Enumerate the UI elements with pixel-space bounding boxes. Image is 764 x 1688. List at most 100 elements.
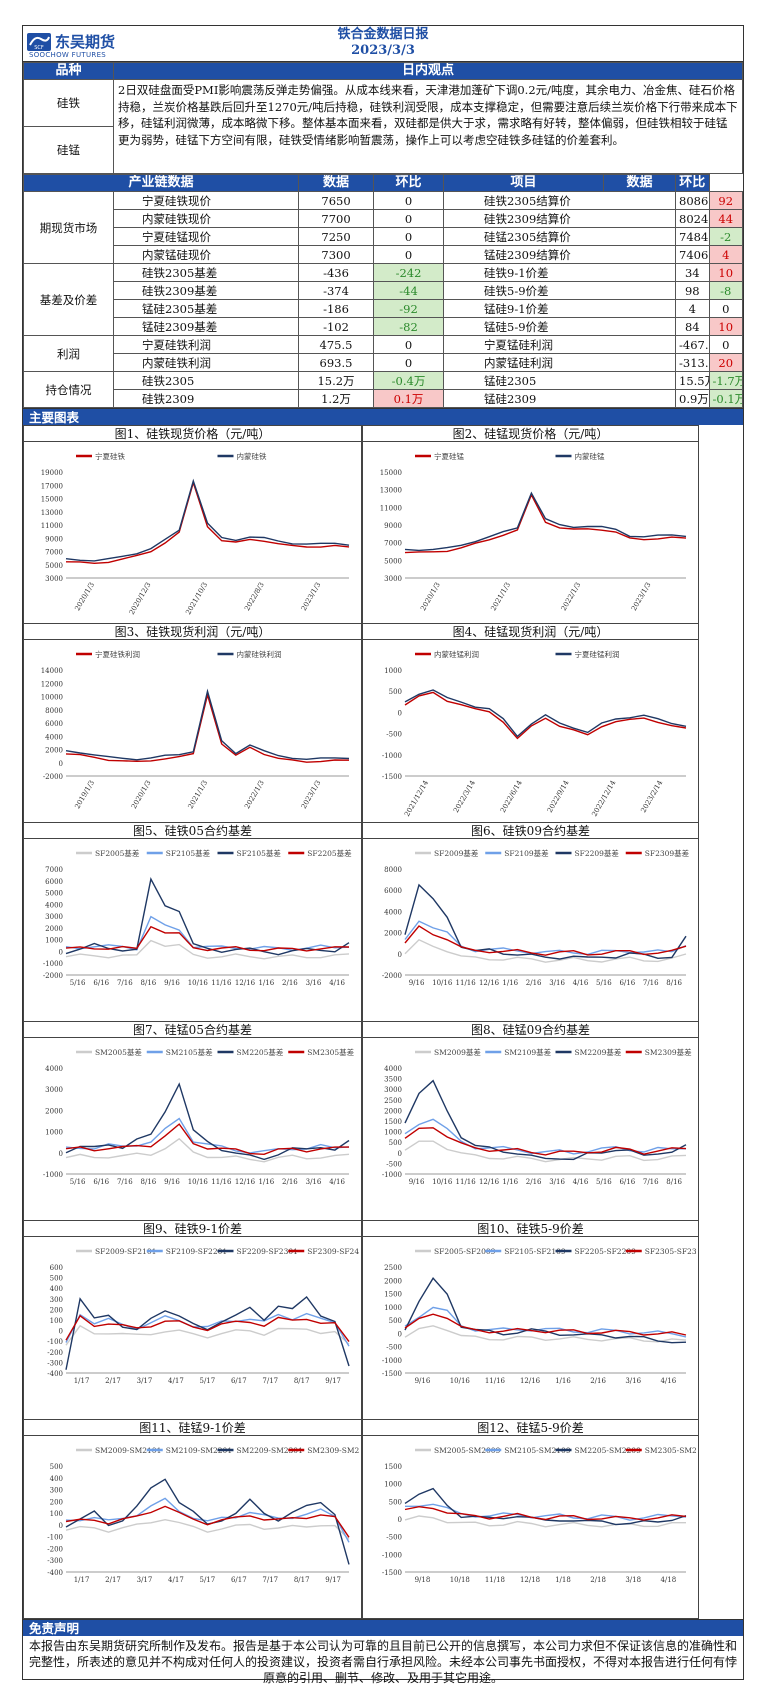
x-tick-label: 10/16 bbox=[188, 1178, 209, 1186]
item-value: -102 bbox=[298, 317, 375, 336]
series-line bbox=[65, 1478, 350, 1565]
chart-title: 图2、硅锰现货价格（元/吨） bbox=[363, 426, 698, 442]
chart-svg: SF2005-SF2009 SF2105-SF2109 SF2205-SF2209 S… bbox=[382, 1247, 696, 1385]
x-tick-label: 2/17 bbox=[105, 1377, 121, 1385]
item2-change: 20 bbox=[708, 353, 743, 372]
y-tick-label: 4000 bbox=[384, 908, 402, 916]
x-tick-label: 2/16 bbox=[526, 1178, 542, 1186]
y-tick-label: 19000 bbox=[41, 469, 63, 477]
x-tick-label: 2/16 bbox=[282, 1178, 298, 1186]
x-tick-label: 11/16 bbox=[456, 1178, 477, 1186]
item2-value: 7406 bbox=[675, 245, 710, 264]
legend-label: SF2109基差 bbox=[504, 848, 549, 858]
series-line bbox=[65, 1314, 350, 1343]
item2-name: 硅铁2309结算价 bbox=[443, 209, 677, 228]
x-tick-label: 2/16 bbox=[282, 979, 298, 987]
x-tick-label: 6/16 bbox=[619, 979, 635, 987]
table-row: 内蒙锰硅现价 7300 0 锰硅2309结算价 7406 4 bbox=[24, 245, 743, 264]
y-tick-label: 3000 bbox=[384, 575, 402, 583]
th-change: 环比 bbox=[373, 174, 445, 192]
x-tick-label: 11/16 bbox=[485, 1377, 506, 1385]
item2-name: 硅铁9-1价差 bbox=[443, 263, 677, 282]
item-change: -44 bbox=[373, 281, 445, 300]
item2-change: 0 bbox=[708, 335, 743, 354]
x-tick-label: 10/18 bbox=[450, 1576, 470, 1584]
x-tick-label: 1/17 bbox=[74, 1576, 90, 1584]
chart-title: 图4、硅锰现货利润（元/吨） bbox=[363, 624, 698, 640]
x-tick-label: 9/16 bbox=[164, 979, 180, 987]
series-line bbox=[65, 1505, 350, 1538]
logo-en: SOOCHOW FUTURES bbox=[29, 51, 107, 59]
y-tick-label: 13000 bbox=[41, 509, 63, 517]
x-tick-label: 4/16 bbox=[573, 1178, 589, 1186]
legend-label: SM2209-SM2301 bbox=[237, 1446, 303, 1455]
y-tick-label: 3500 bbox=[384, 1076, 402, 1084]
item-value: -436 bbox=[298, 263, 375, 282]
y-tick-label: -1000 bbox=[43, 960, 63, 968]
legend-label: SM2009-SM2101 bbox=[95, 1446, 161, 1455]
legend-label: 内蒙硅锰 bbox=[575, 451, 605, 461]
y-tick-label: 14000 bbox=[41, 667, 63, 675]
x-tick-label: 12/16 bbox=[235, 979, 256, 987]
y-tick-label: 400 bbox=[50, 1475, 63, 1483]
x-tick-label: 9/16 bbox=[409, 1178, 425, 1186]
y-tick-label: 8000 bbox=[45, 707, 63, 715]
y-tick-label: -100 bbox=[47, 1338, 63, 1346]
legend-label: SM2305-SM2309 bbox=[645, 1446, 696, 1455]
y-tick-label: -2000 bbox=[382, 972, 402, 980]
x-tick-label: 7/16 bbox=[643, 1178, 659, 1186]
item-name: 内蒙硅铁利润 bbox=[112, 353, 300, 372]
x-tick-label: 1/17 bbox=[74, 1377, 90, 1385]
group-label: 基差及价差 bbox=[23, 263, 114, 336]
chart-panel: 图12、硅锰5-9价差 SM2005-SM2009 SM2105-SM2109 SM2… bbox=[362, 1420, 699, 1619]
x-tick-label: 2023/1/3 bbox=[630, 581, 653, 612]
item-change: -0.4万 bbox=[373, 371, 445, 390]
y-tick-label: 3000 bbox=[45, 1086, 63, 1094]
x-tick-label: 10/16 bbox=[432, 979, 453, 987]
item2-value: 98 bbox=[675, 281, 710, 300]
y-tick-label: -500 bbox=[386, 731, 402, 739]
table-row: 硅铁2309基差 -374 -44 硅铁5-9价差 98 -8 bbox=[24, 281, 743, 300]
legend-label: SF2205-SF2209 bbox=[575, 1247, 637, 1256]
x-tick-label: 5/17 bbox=[200, 1576, 216, 1584]
y-tick-label: 1000 bbox=[45, 937, 63, 945]
item2-change: 4 bbox=[708, 245, 743, 264]
y-tick-label: -1000 bbox=[382, 1551, 402, 1559]
y-tick-label: 500 bbox=[50, 1463, 63, 1471]
legend-label: 宁夏硅铁 bbox=[95, 451, 125, 461]
series-line bbox=[65, 939, 350, 960]
item2-value: 34 bbox=[675, 263, 710, 282]
chart-title: 图6、硅铁09合约基差 bbox=[363, 823, 698, 839]
y-tick-label: 13000 bbox=[380, 487, 402, 495]
x-tick-label: 7/16 bbox=[117, 1178, 133, 1186]
legend-label: SM2309-SM2401 bbox=[307, 1446, 359, 1455]
chart-panel: 图11、硅锰9-1价差 SM2009-SM2101 SM2109-SM2201 SM2… bbox=[23, 1420, 362, 1619]
th-chain: 产业链数据 bbox=[22, 174, 300, 192]
report-date: 2023/3/3 bbox=[351, 43, 415, 58]
series-line bbox=[404, 691, 687, 740]
item-change: 0.1万 bbox=[373, 389, 445, 408]
x-tick-label: 12/16 bbox=[235, 1178, 256, 1186]
y-tick-label: 1500 bbox=[384, 1118, 402, 1126]
x-tick-label: 9/17 bbox=[325, 1576, 341, 1584]
series-line bbox=[404, 1118, 686, 1155]
legend-label: 宁夏硅锰 bbox=[434, 451, 464, 461]
industry-data-table: 产业链数据 数据 环比 项目 数据 环比 期现货市场 宁夏硅铁现价 7650 0 硅铁2… bbox=[22, 174, 743, 408]
y-tick-label: 0 bbox=[59, 1522, 63, 1530]
chart-svg: SF2005基差 SF2105基差 SF2105基差 SF2205基差 -2000 -10… bbox=[43, 848, 352, 987]
chart-title: 图5、硅铁05合约基差 bbox=[24, 823, 361, 839]
y-tick-label: 1500 bbox=[384, 1291, 402, 1299]
item2-name: 宁夏锰硅利润 bbox=[443, 335, 677, 354]
item2-name: 锰硅2305 bbox=[443, 371, 677, 390]
y-tick-label: -200 bbox=[47, 1545, 63, 1553]
x-tick-label: 7/17 bbox=[262, 1377, 278, 1385]
series-line bbox=[65, 1324, 350, 1346]
legend-label: 内蒙硅铁利润 bbox=[237, 649, 282, 659]
y-tick-label: 500 bbox=[389, 1317, 402, 1325]
charts-grid: 图1、硅铁现货价格（元/吨） 宁夏硅铁 内蒙硅铁 3000 5000 7000 9000 11… bbox=[23, 425, 743, 1619]
item2-name: 锰硅2309结算价 bbox=[443, 245, 677, 264]
series-line bbox=[404, 1505, 687, 1521]
x-tick-label: 3/18 bbox=[625, 1576, 641, 1584]
